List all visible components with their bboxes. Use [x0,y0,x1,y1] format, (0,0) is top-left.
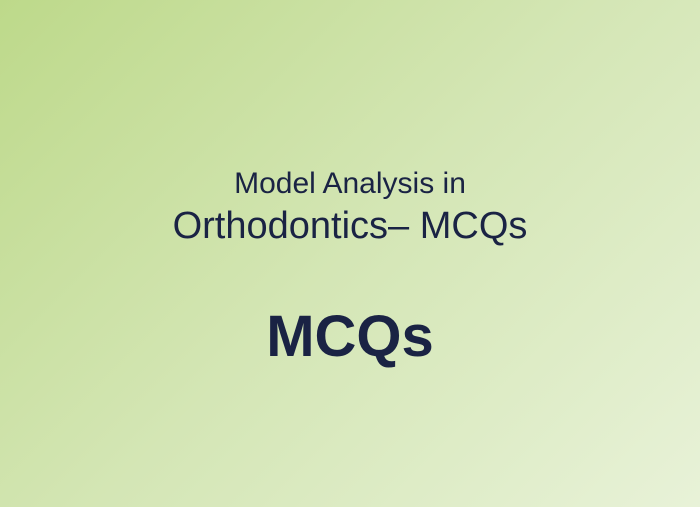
subtitle-line-1: Model Analysis in [234,167,466,201]
subtitle-line-2: Orthodontics– MCQs [173,205,528,248]
main-heading: MCQs [266,303,434,370]
title-card: Model Analysis in Orthodontics– MCQs MCQ… [0,0,700,507]
